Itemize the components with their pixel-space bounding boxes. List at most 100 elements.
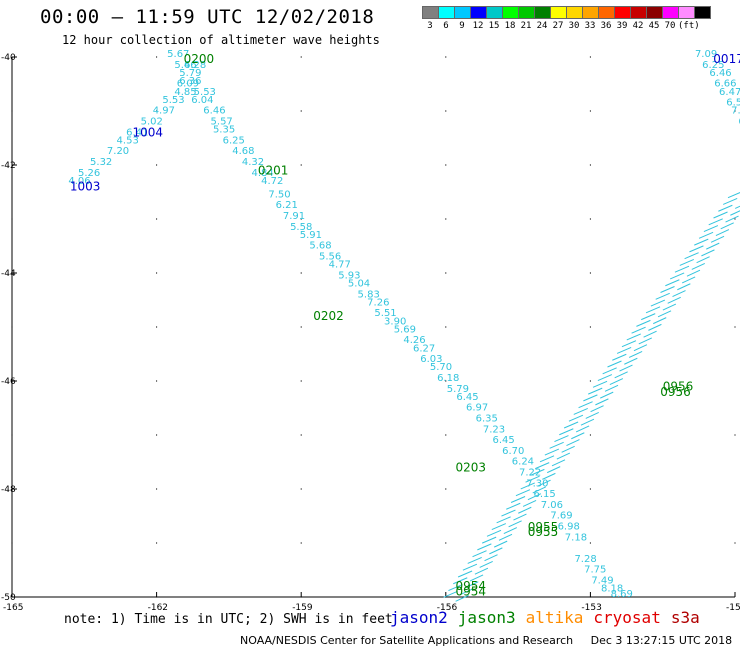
scale-label: 18 [504, 21, 516, 31]
track-tick [621, 340, 637, 348]
wave-height-value: 4.85 [174, 87, 196, 98]
wave-height-value: 6.36 [179, 76, 201, 87]
wave-height-value: 6.18 [437, 373, 459, 384]
wave-height-value: 7.23 [483, 424, 505, 435]
track-tick [585, 411, 599, 419]
track-tick [607, 360, 622, 368]
grid-dot [11, 326, 13, 328]
wave-height-value: 6.09 [177, 79, 199, 90]
pass-time-label: 0017 [713, 52, 740, 66]
wave-height-value: 6.41 [126, 127, 148, 138]
pass-time-label: 0954 [455, 579, 486, 593]
grid-dot [11, 110, 13, 112]
wave-height-value: 5.57 [211, 117, 233, 128]
lon-label: -159 [292, 603, 313, 613]
track-tick [530, 468, 545, 476]
wave-height-value: 8.18 [601, 584, 623, 595]
track-tick [496, 516, 511, 524]
track-tick [681, 276, 696, 284]
wave-height-value: 5.93 [338, 270, 360, 281]
wave-height-value: 5.56 [319, 252, 341, 263]
wave-height-value: 6.02 [738, 117, 740, 128]
wave-height-value: 4.32 [242, 157, 264, 168]
wave-height-value: 5.51 [374, 308, 396, 319]
track-tick [532, 486, 546, 494]
wave-height-value: 7.28 [574, 554, 596, 565]
grid-dot [734, 326, 736, 328]
wave-height-value: 6.04 [191, 95, 213, 106]
wave-height-value: 6.25 [702, 60, 724, 71]
track-tick [706, 242, 720, 250]
credit-text: NOAA/NESDIS Center for Satellite Applica… [240, 634, 574, 647]
track-tick [453, 577, 468, 585]
wave-height-value: 5.79 [447, 384, 469, 395]
wave-height-value: 7.49 [591, 576, 613, 587]
track-tick [580, 418, 595, 426]
wave-height-value: 6.28 [184, 60, 206, 71]
wave-height-value: 6.03 [420, 354, 442, 365]
grid-dot [156, 164, 158, 166]
wave-height-value: 5.91 [300, 230, 322, 241]
track-tick [520, 482, 535, 490]
wave-height-value: 4.06 [68, 176, 90, 187]
track-tick [556, 452, 571, 460]
track-tick [563, 421, 579, 429]
wave-height-value: 7.69 [550, 511, 572, 522]
track-tick [578, 401, 593, 409]
grid-dot [300, 110, 302, 112]
track-tick [554, 435, 569, 442]
wave-height-value: 5.69 [394, 324, 416, 335]
track-tick [609, 378, 624, 386]
grid-dot [589, 56, 592, 58]
track-tick [479, 560, 493, 568]
track-tick [503, 527, 518, 535]
track-tick [561, 445, 575, 453]
track-tick [710, 235, 725, 243]
lon-label: -153 [581, 603, 601, 613]
pass-time-label: 1004 [133, 126, 164, 140]
track-tick [575, 425, 590, 433]
lon-label: -150 [726, 603, 740, 613]
scale-label: (ft) [678, 21, 700, 31]
wave-height-value: 7.26 [367, 297, 389, 308]
track-tick [484, 554, 498, 562]
wave-height-value: 4.68 [232, 146, 254, 157]
wave-height-value: 7.60 [731, 106, 740, 117]
wave-height-value: 6.66 [714, 79, 736, 90]
track-tick [513, 513, 527, 521]
track-tick [537, 479, 551, 487]
scale-label: 70 [664, 21, 676, 31]
track-tick [604, 384, 619, 392]
scale-label: 15 [488, 21, 500, 31]
track-tick [462, 563, 478, 571]
track-tick [628, 351, 643, 358]
wave-height-value: 5.04 [348, 279, 370, 290]
grid-dot [445, 434, 447, 436]
satellite-cryosat: cryosat [593, 608, 661, 627]
lon-label: -162 [148, 603, 168, 613]
wave-height-value: 7.75 [584, 565, 606, 576]
track-tick [696, 256, 710, 264]
track-tick [672, 290, 686, 297]
pass-time-label: 0956 [660, 385, 691, 399]
track-tick [566, 439, 580, 446]
track-tick [542, 472, 556, 480]
grid-dot [589, 488, 592, 490]
grid-dot [300, 164, 302, 166]
lat-label: -50 [1, 593, 16, 603]
scale-label: 6 [443, 21, 449, 31]
grid-dot [589, 164, 592, 166]
track-tick [616, 347, 632, 354]
track-tick [679, 258, 694, 266]
wave-height-value: 5.58 [290, 222, 312, 233]
scale-label: 45 [648, 21, 660, 31]
scale-label: 36 [600, 21, 612, 31]
track-tick [602, 367, 617, 375]
lat-label: -48 [1, 485, 16, 495]
satellite-jason3: jason3 [457, 608, 516, 627]
wave-height-value: 6.27 [413, 343, 435, 354]
scale-label: 21 [520, 21, 532, 31]
track-tick [636, 319, 651, 327]
wave-height-value: 6.46 [709, 68, 731, 79]
